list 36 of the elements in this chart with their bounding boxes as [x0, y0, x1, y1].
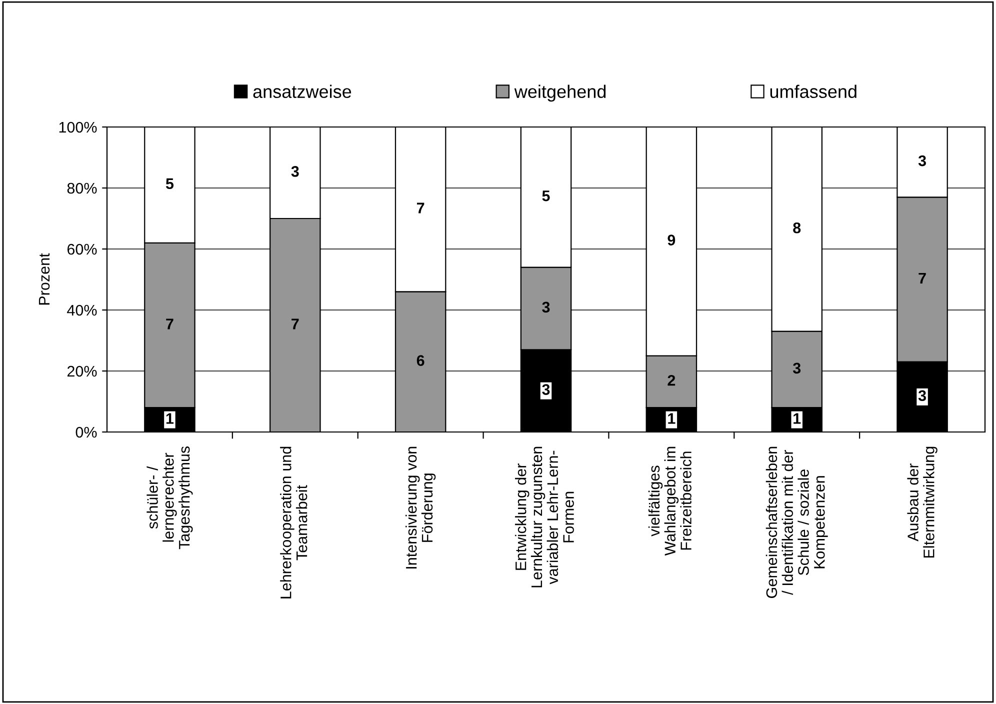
x-tick-label: vielfältiges Wahlangebot im Freizeitbereich — [648, 446, 692, 556]
annotation: 1 — [794, 413, 801, 424]
y-tick-label: 40% — [67, 304, 97, 316]
annotation: 3 — [918, 390, 926, 402]
y-tick-label: 0% — [76, 426, 97, 438]
legend-label: weitgehend — [514, 84, 606, 102]
annotation: 6 — [416, 355, 424, 366]
x-tick-label: Lehrerkooperation und Teamarbeit — [280, 446, 308, 598]
annotation: 7 — [918, 272, 926, 284]
y-tick-label: 80% — [67, 182, 97, 194]
x-tick-label: Intensivierung von Förderung — [406, 446, 436, 568]
annotation: 9 — [668, 234, 676, 246]
x-tick-label: Gemeinschaftserleben / Identifikation mit der Schule / soziale Kompetenzen — [766, 446, 828, 598]
annotation: 3 — [918, 155, 926, 166]
annotation: 3 — [542, 302, 550, 313]
x-tick-label: Ausbau der Elternmitwirkung — [907, 446, 938, 558]
y-tick-label: 20% — [67, 366, 97, 377]
annotation: 7 — [416, 202, 424, 214]
legend-label: ansatzweise — [253, 84, 352, 98]
annotation: 5 — [166, 178, 174, 190]
annotation: 3 — [291, 166, 299, 177]
annotation: 1 — [166, 413, 174, 424]
annotation: 8 — [793, 222, 801, 234]
annotation: 7 — [292, 318, 299, 330]
y-tick-label: 100% — [59, 122, 97, 133]
x-tick-label: Entwicklung der Lernkultur zugunsten variabler Lehr-Lern- Formen — [515, 446, 574, 588]
annotation: 2 — [668, 374, 676, 386]
annotation: 3 — [542, 384, 550, 395]
legend-label: umfassend — [770, 84, 856, 98]
y-tick-label: 60% — [67, 244, 97, 255]
annotation: 5 — [542, 190, 550, 202]
annotation: 7 — [166, 318, 174, 330]
y-axis-title: Prozent — [38, 253, 50, 305]
annotation: 3 — [792, 362, 801, 374]
annotation: 1 — [668, 413, 676, 424]
x-tick-label: schüler- / lerngerechter Tagesrhythmus — [146, 446, 193, 550]
